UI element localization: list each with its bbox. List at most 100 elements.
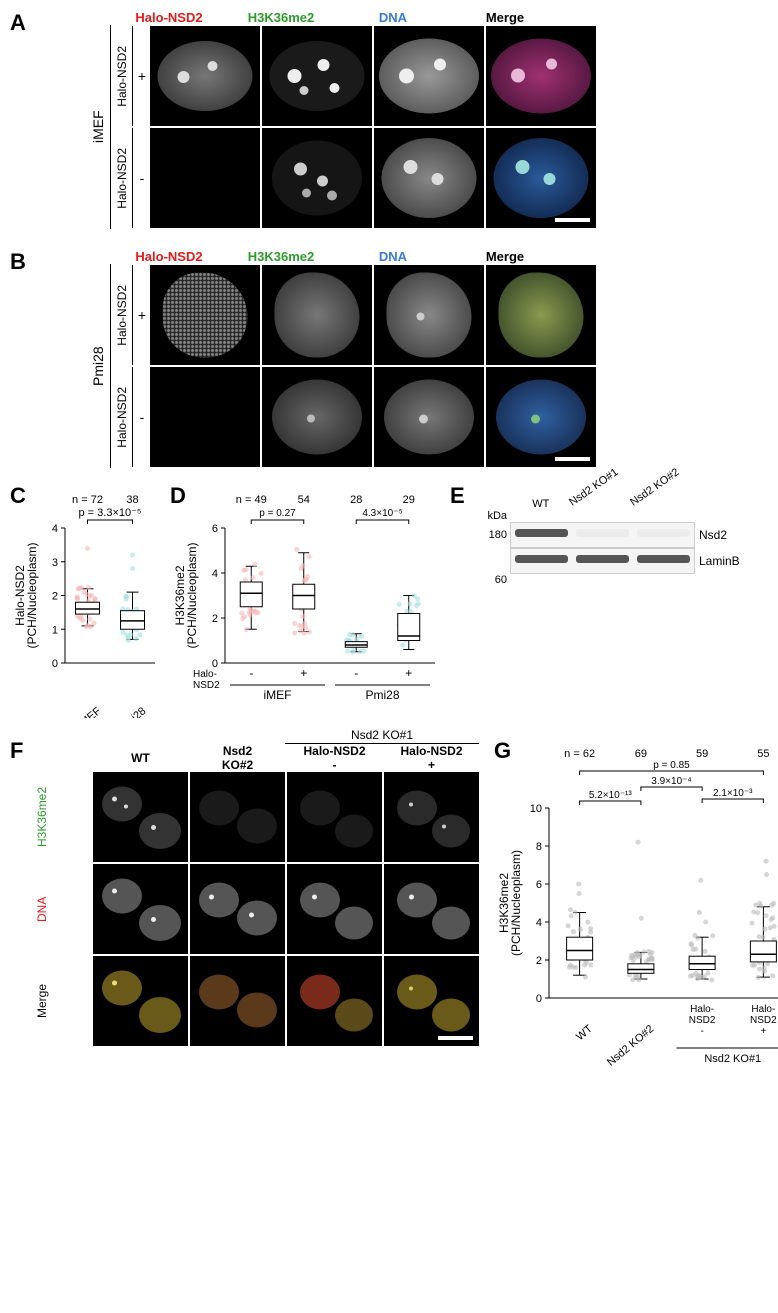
micrograph [262,128,372,228]
row-sign: - [136,409,148,425]
micrograph [374,367,484,467]
row-label: Merge [35,956,91,1046]
svg-text:n = 72: n = 72 [72,494,103,506]
svg-text:3: 3 [52,557,58,569]
micrograph [486,26,596,126]
svg-text:8: 8 [536,841,542,853]
kda-label: kDa [475,510,510,522]
micrograph [262,367,372,467]
svg-text:0: 0 [52,658,58,670]
svg-text:NSD2: NSD2 [750,1015,777,1026]
row-sign: + [136,68,148,84]
svg-text:Halo-: Halo- [690,1004,714,1015]
micrograph [486,265,596,365]
svg-text:2: 2 [52,591,58,603]
col-header: Halo-NSD2 [114,10,224,25]
micrograph [374,128,484,228]
row-label: Halo-NSD2 [115,46,129,107]
marker: 60 [475,574,510,586]
group-header: Nsd2 KO#1 [285,728,479,742]
svg-text:59: 59 [696,748,708,760]
blot-target: Nsd2 [695,528,750,542]
panel-a-headers: Halo-NSD2 H3K36me2 DNA Merge [90,10,768,25]
lane-label: Nsd2 KO#2 [626,465,683,510]
svg-text:NSD2: NSD2 [689,1015,716,1026]
panel-b-label: B [10,249,26,275]
svg-text:(PCH/Nucleoplasm): (PCH/Nucleoplasm) [185,542,199,648]
panel-c-chart: 01234Halo-NSD2(PCH/Nucleoplasm)n = 72iME… [10,488,160,718]
svg-text:WT: WT [574,1023,595,1043]
blot-row [510,522,695,548]
scale-bar [438,1036,473,1040]
svg-text:p = 3.3×10⁻⁵: p = 3.3×10⁻⁵ [79,507,142,519]
svg-text:(PCH/Nucleoplasm): (PCH/Nucleoplasm) [25,542,39,648]
svg-text:+: + [405,666,412,680]
row-label: H3K36me2 [35,772,91,862]
panel-f-label: F [10,738,23,764]
micrograph [374,265,484,365]
svg-text:p = 0.85: p = 0.85 [653,760,690,771]
micrograph [384,956,479,1046]
svg-text:28: 28 [350,494,362,506]
svg-text:1: 1 [52,624,58,636]
svg-text:54: 54 [298,494,310,506]
col-header: Halo-NSD2 [400,744,462,758]
row-label: Halo-NSD2 [115,285,129,346]
panel-d-label: D [170,483,186,509]
panel-g-chart: 0246810H3K36me2(PCH/Nucleoplasm)n = 62WT… [494,743,778,1073]
col-header: Nsd2 KO#2 [190,744,285,772]
micrograph [190,772,285,862]
col-header: H3K36me2 [226,10,336,25]
svg-text:p = 0.27: p = 0.27 [259,508,296,519]
svg-text:6: 6 [212,523,218,535]
panel-b-cellline: Pmi28 [90,264,106,468]
scale-bar [555,457,590,461]
micrograph [93,864,188,954]
micrograph [384,864,479,954]
scale-bar [555,218,590,222]
svg-text:2: 2 [536,955,542,967]
micrograph [262,26,372,126]
micrograph [287,864,382,954]
col-header: Halo-NSD2 [303,744,365,758]
svg-text:29: 29 [403,494,415,506]
panel-b-headers: Halo-NSD2 H3K36me2 DNA Merge [90,249,768,264]
row-sign: + [136,307,148,323]
micrograph [287,772,382,862]
svg-text:Pmi28: Pmi28 [365,688,399,702]
micrograph [93,956,188,1046]
svg-text:2: 2 [212,613,218,625]
micrograph [150,265,260,365]
svg-text:38: 38 [126,494,138,506]
lane-label: WT [510,498,572,510]
col-header: WT [93,751,188,765]
svg-text:Pmi28: Pmi28 [117,705,149,718]
micrograph [93,772,188,862]
panel-e-label: E [450,483,465,509]
svg-text:NSD2: NSD2 [193,680,220,691]
svg-text:55: 55 [757,748,769,760]
col-sub: - [333,758,337,772]
panel-a-cellline: iMEF [90,25,106,229]
col-header: H3K36me2 [226,249,336,264]
micrograph [262,265,372,365]
col-sub: + [428,758,435,772]
panel-c-label: C [10,483,26,509]
svg-text:-: - [700,1026,703,1037]
svg-text:10: 10 [530,803,542,815]
row-sign: - [136,170,148,186]
svg-text:Nsd2 KO#2: Nsd2 KO#2 [605,1023,656,1069]
svg-text:+: + [300,666,307,680]
svg-text:n = 49: n = 49 [236,494,267,506]
svg-text:+: + [760,1026,766,1037]
blot-target: LaminB [695,554,750,568]
lane-label: Nsd2 KO#1 [565,465,622,510]
svg-text:2.1×10⁻³: 2.1×10⁻³ [713,788,753,799]
svg-text:69: 69 [635,748,647,760]
svg-text:Halo-: Halo- [193,669,217,680]
svg-text:Halo-: Halo- [751,1004,775,1015]
micrograph [150,26,260,126]
micrograph [486,128,596,228]
figure: A Halo-NSD2 H3K36me2 DNA Merge iMEF Halo… [10,10,768,1078]
svg-text:4: 4 [52,523,58,535]
